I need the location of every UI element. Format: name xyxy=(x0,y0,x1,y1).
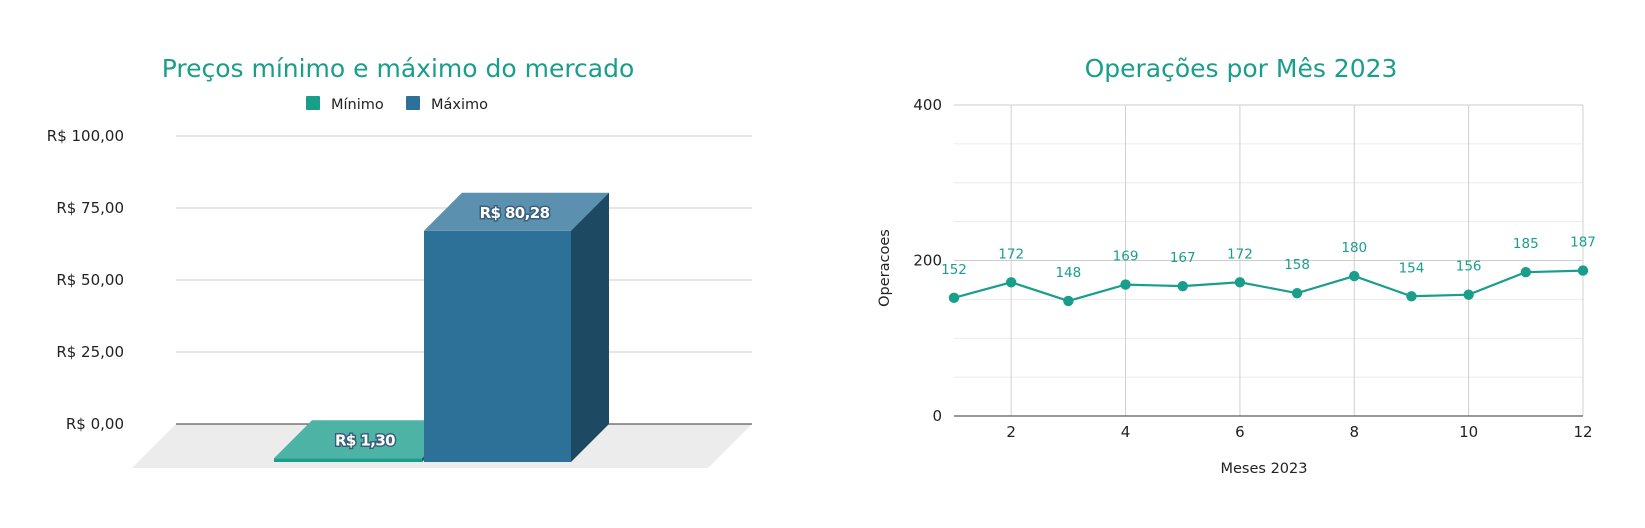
data-point xyxy=(1120,279,1131,290)
y-tick-label: 400 xyxy=(913,96,942,114)
data-label: 154 xyxy=(1399,260,1425,276)
data-point xyxy=(1234,277,1246,288)
x-tick-label: 2 xyxy=(1006,423,1016,441)
line-chart: 0 200 400 2 4 6 8 10 12 152 172 148 169 167 172 158 180 1… xyxy=(913,96,1596,441)
data-point xyxy=(1063,295,1074,307)
legend-swatch-minimo xyxy=(306,96,320,110)
y-tick-label: R$ 0,00 xyxy=(66,415,124,433)
bar-chart-title: Preços mínimo e máximo do mercado xyxy=(162,54,635,83)
bar-data-label: R$ 80,28 xyxy=(480,204,550,222)
line-chart-x-axis-title: Meses 2023 xyxy=(1221,461,1308,477)
data-label: 180 xyxy=(1341,240,1367,256)
y-tick-label: 0 xyxy=(932,407,942,425)
legend-label-minimo[interactable]: Mínimo xyxy=(331,97,384,113)
line-chart-y-axis-title: Operacoes xyxy=(877,229,893,307)
data-label: 148 xyxy=(1055,265,1081,281)
data-label: 156 xyxy=(1456,259,1482,275)
data-label: 187 xyxy=(1570,235,1596,251)
bar-side-maximo xyxy=(571,192,609,463)
data-label: 172 xyxy=(1227,246,1253,262)
data-label: 185 xyxy=(1513,236,1539,252)
data-point xyxy=(1177,280,1188,292)
bar-data-label: R$ 1,30 xyxy=(335,431,395,449)
bar-top-minimo xyxy=(274,420,460,459)
data-label: 152 xyxy=(941,262,967,278)
y-tick-label: R$ 100,00 xyxy=(47,127,124,145)
x-tick-label: 12 xyxy=(1573,423,1592,441)
x-tick-label: 6 xyxy=(1235,423,1245,441)
data-point xyxy=(1349,270,1360,282)
bar-top-maximo xyxy=(424,192,609,231)
data-point xyxy=(948,292,960,304)
x-tick-label: 4 xyxy=(1121,423,1131,441)
data-point xyxy=(1463,289,1474,300)
data-point xyxy=(1406,291,1417,302)
bar-minimo xyxy=(274,458,422,462)
bar-maximo xyxy=(424,230,571,462)
y-tick-label: R$ 75,00 xyxy=(56,199,124,217)
legend-swatch-maximo xyxy=(406,96,420,110)
data-label: 169 xyxy=(1113,249,1139,265)
series-line xyxy=(953,269,1584,303)
data-label: 158 xyxy=(1284,257,1310,273)
data-point xyxy=(1520,266,1532,278)
data-label: 167 xyxy=(1170,250,1196,266)
data-point xyxy=(1577,265,1589,276)
x-tick-label: 8 xyxy=(1349,423,1359,441)
x-tick-label: 10 xyxy=(1459,423,1478,441)
y-tick-label: 200 xyxy=(913,252,942,270)
bar-chart: R$ 0,00 R$ 25,00 R$ 50,00 R$ 75,00 R$ 100,00… xyxy=(47,127,752,468)
y-tick-label: R$ 50,00 xyxy=(56,271,124,289)
legend-label-maximo[interactable]: Máximo xyxy=(431,97,488,113)
data-point xyxy=(1291,287,1303,299)
data-point xyxy=(1005,277,1017,288)
line-chart-title: Operações por Mês 2023 xyxy=(1085,54,1398,83)
y-tick-label: R$ 25,00 xyxy=(56,343,124,361)
data-label: 172 xyxy=(998,246,1024,262)
